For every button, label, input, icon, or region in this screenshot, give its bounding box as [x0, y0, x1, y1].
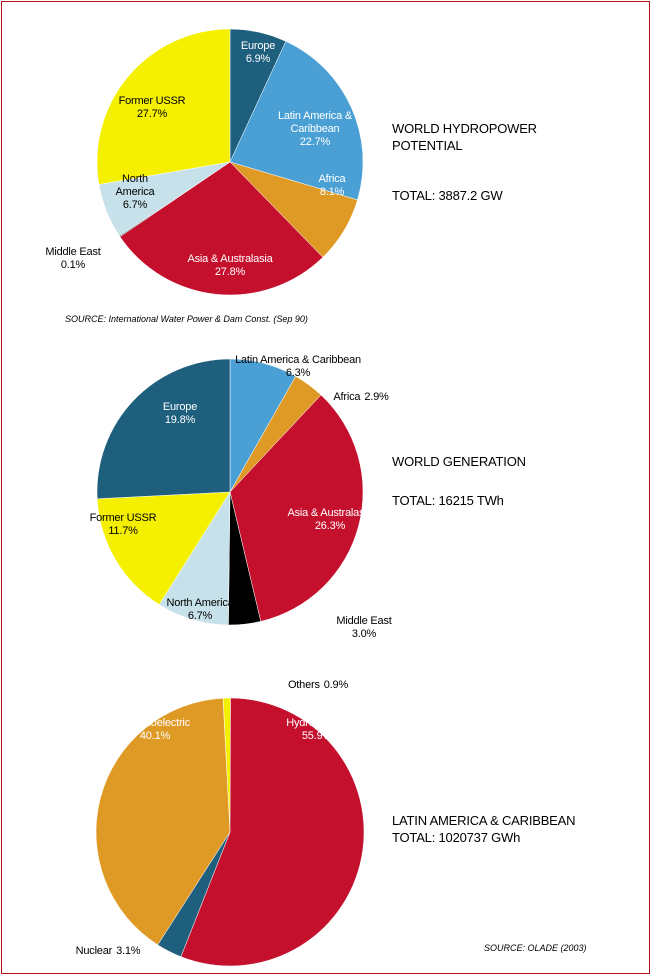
- pie-slice: [96, 491, 231, 605]
- chart-total: TOTAL: 1020737 GWh: [392, 830, 521, 845]
- slice-name: Latin America & Caribbean: [277, 110, 353, 135]
- slice-value: 55.9%: [301, 730, 333, 742]
- source: SOURCE: OLADE (2003): [484, 943, 587, 953]
- slice-value: 6.7%: [187, 610, 213, 622]
- chart-total: TOTAL: 3887.2 GW: [392, 188, 503, 203]
- slice-label: Thermoelectric 40.1%: [110, 717, 200, 743]
- slice-label: Former USSR 27.7%: [112, 95, 192, 121]
- slice-value: 6.7%: [122, 199, 148, 211]
- slice-label: Africa 8.1%: [307, 173, 357, 199]
- slice-label: Latin America & Caribbean 22.7%: [270, 110, 360, 149]
- slice-value: 6.3%: [285, 367, 311, 379]
- slice-name: Middle East: [336, 615, 392, 627]
- pie-slice: [96, 28, 231, 185]
- slice-value: 3.0%: [351, 628, 377, 640]
- slice-value: 3.1%: [116, 945, 141, 957]
- slice-name: Asia & Australasia: [187, 253, 273, 265]
- slice-value: 11.7%: [108, 525, 138, 537]
- slice-name: Thermoelectric: [120, 717, 190, 729]
- slice-value: 2.9%: [364, 391, 389, 403]
- slice-name: Nuclear: [75, 945, 113, 957]
- slice-label: Hydroelectric 55.9%: [272, 717, 362, 743]
- pie-slice: [95, 697, 231, 946]
- slice-name: Europe: [162, 401, 198, 413]
- slice-label: Latin America & Caribbean 6.3%: [218, 354, 378, 380]
- slice-label: Asia & Australasia 26.3%: [280, 507, 380, 533]
- slice-value: 0.9%: [323, 679, 349, 691]
- source: SOURCE: International Water Power & Dam …: [65, 314, 308, 324]
- slice-label: Former USSR 11.7%: [88, 512, 158, 538]
- slice-label: Middle East 0.1%: [38, 246, 108, 272]
- slice-value: 27.7%: [136, 108, 168, 120]
- slice-value: 0.1%: [60, 259, 86, 271]
- slice-value: 19.8%: [164, 414, 196, 426]
- slice-value: 40.1%: [139, 730, 171, 742]
- slice-name: Europe: [240, 40, 276, 52]
- slice-label: North America 6.7%: [155, 597, 245, 623]
- slice-name: Africa: [318, 173, 346, 185]
- slice-value: 26.3%: [314, 520, 346, 532]
- slice-label: Nuclear 3.1%: [76, 945, 141, 958]
- pie-slice: [180, 697, 365, 967]
- slice-name: Hydroelectric: [286, 717, 348, 729]
- slice-value: 6.9%: [245, 53, 271, 65]
- slice-name: Others: [287, 679, 320, 691]
- slice-name: Africa: [333, 391, 361, 403]
- pie-slice: [96, 358, 231, 500]
- slice-label: Europe 19.8%: [150, 401, 210, 427]
- slice-name: North America: [115, 173, 155, 198]
- slice-name: North America: [166, 597, 234, 609]
- slice-label: Africa 2.9%: [333, 391, 388, 404]
- pie-slice: [229, 394, 364, 622]
- slice-name: Asia & Australasia: [287, 507, 373, 519]
- slice-label: Middle East 3.0%: [329, 615, 399, 641]
- chart-total: TOTAL: 16215 TWh: [392, 493, 504, 508]
- slice-name: Former USSR: [118, 95, 186, 107]
- pie-slice: [229, 40, 364, 201]
- slice-label: Europe 6.9%: [228, 40, 288, 66]
- chart-title: WORLD HYDROPOWER POTENTIAL: [392, 121, 537, 153]
- slice-value: 22.7%: [299, 136, 331, 148]
- slice-label: North America 6.7%: [105, 173, 165, 212]
- slice-label: Asia & Australasia 27.8%: [170, 253, 290, 279]
- slice-value: 27.8%: [214, 266, 246, 278]
- chart-title: WORLD GENERATION: [392, 454, 526, 469]
- pie-slice: [119, 161, 324, 296]
- slice-name: Latin America & Caribbean: [235, 354, 361, 366]
- slice-name: Former USSR: [89, 512, 157, 524]
- chart-title: LATIN AMERICA & CARIBBEAN: [392, 813, 576, 828]
- slice-value: 8.1%: [319, 186, 345, 198]
- slice-name: Middle East: [45, 246, 101, 258]
- slice-label: Others 0.9%: [288, 679, 348, 692]
